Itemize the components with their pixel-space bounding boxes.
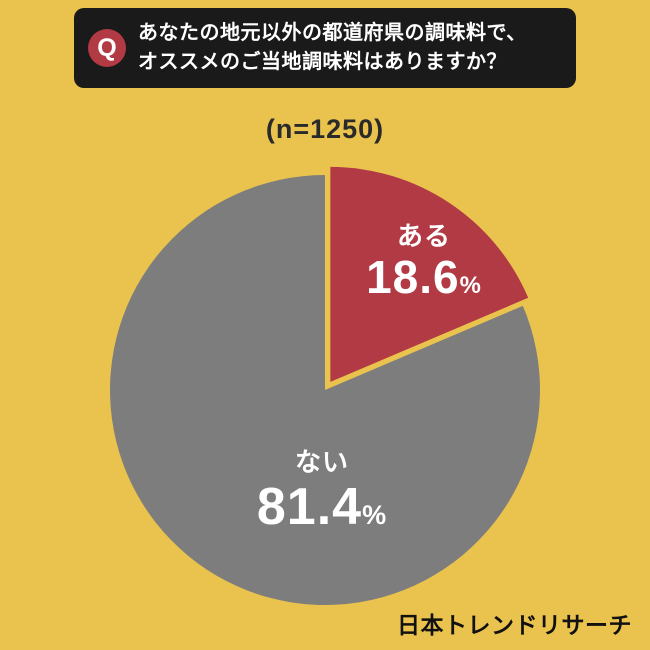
slice-label-aru: ある xyxy=(396,221,452,251)
slice-value-aru-unit: % xyxy=(459,272,482,299)
question-text: あなたの地元以外の都道府県の調味料で、 オススメのご当地調味料はありますか？ xyxy=(138,19,527,77)
sample-size-label: (n=1250) xyxy=(265,114,385,144)
question-icon: Q xyxy=(88,29,126,67)
brand-logo: 日本トレンドリサーチ xyxy=(397,612,632,638)
slice-value-nai-number: 81.4 xyxy=(256,478,363,536)
pie-slice-0 xyxy=(330,166,529,382)
question-header: Q あなたの地元以外の都道府県の調味料で、 オススメのご当地調味料はありますか？ xyxy=(74,8,576,88)
pie-label-group-aru: ある 18.6% xyxy=(366,220,482,311)
slice-label-nai: ない xyxy=(294,447,350,477)
slice-value-nai: 81.4% xyxy=(257,478,387,544)
slice-value-aru-number: 18.6 xyxy=(366,251,460,303)
pie-label-group-nai: ない 81.4% xyxy=(257,446,387,544)
question-line-1: あなたの地元以外の都道府県の調味料で、 xyxy=(138,22,527,44)
question-icon-label: Q xyxy=(97,33,117,62)
slice-value-aru: 18.6% xyxy=(366,252,482,311)
slice-value-nai-unit: % xyxy=(362,500,388,530)
question-line-2: オススメのご当地調味料はありますか？ xyxy=(138,51,507,73)
pie-slice-1 xyxy=(109,175,540,605)
